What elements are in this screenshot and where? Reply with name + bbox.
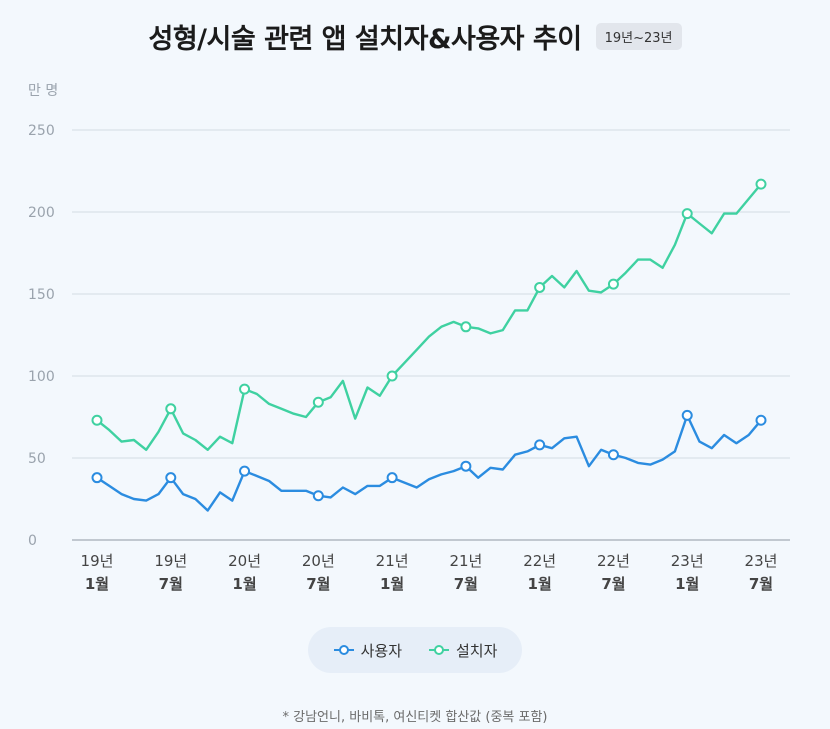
y-axis-unit-label: 만 명 [28,83,59,99]
installers-data-point [460,321,472,333]
users-data-point [386,472,398,484]
x-tick-label-month: 7월 [159,575,183,593]
x-tick-label-year: 21년 [376,552,409,570]
users-legend-marker-icon [333,645,354,655]
users-data-point [239,465,251,477]
y-tick-label: 200 [28,205,55,221]
chart-legend: 사용자 설치자 [308,627,522,673]
x-tick-label-month: 7월 [306,575,330,593]
chart-title: 성형/시술 관련 앱 설치자&사용자 추이 [148,23,582,55]
users-data-point [165,472,177,484]
footnote: * 강남언니, 바비톡, 여신티켓 합산값 (중복 포함) [282,710,548,725]
x-tick-label-month: 1월 [232,575,256,593]
installers-data-point [312,396,324,408]
installers-data-point [91,414,103,426]
x-tick-label-month: 7월 [749,575,773,593]
x-tick-label-year: 23년 [671,552,704,570]
legend-label-users: 사용자 [360,641,402,660]
installers-data-point [681,208,693,220]
chart-header: 성형/시술 관련 앱 설치자&사용자 추이 19년~23년 [0,14,830,58]
installers-series-line [95,182,763,451]
installers-data-point [607,278,619,290]
x-tick-label-month: 1월 [380,575,404,593]
installers-data-point [386,370,398,382]
y-tick-label: 100 [28,369,55,385]
legend-item-users[interactable]: 사용자 [333,640,402,661]
x-tick-label-year: 21년 [449,552,482,570]
x-tick-label-month: 1월 [675,575,699,593]
users-data-point [607,449,619,461]
users-series-line [95,414,763,512]
x-tick-label-year: 19년 [154,552,187,570]
legend-label-installers: 설치자 [456,641,498,660]
installers-legend-marker-icon [429,645,449,655]
users-data-point [91,472,103,484]
installers-data-point [534,281,546,293]
x-tick-label-month: 1월 [85,575,109,593]
x-tick-label-month: 7월 [454,575,478,593]
x-tick-label-year: 20년 [228,552,261,570]
users-data-point [312,490,324,502]
users-data-point [681,409,693,421]
y-tick-label: 250 [28,123,55,139]
y-tick-label: 50 [28,451,46,467]
users-data-point [460,460,472,472]
installers-data-point [165,403,177,415]
x-tick-label-year: 23년 [745,552,778,570]
x-tick-label-year: 22년 [523,552,556,570]
x-tick-label-month: 1월 [528,575,552,593]
x-tick-label-year: 22년 [597,552,630,570]
y-tick-label: 150 [28,287,55,303]
users-data-point [534,439,546,451]
period-badge: 19년~23년 [595,22,682,50]
x-tick-label-year: 20년 [302,552,335,570]
installers-data-point [239,383,251,395]
legend-item-installers[interactable]: 설치자 [428,640,497,661]
x-tick-label-month: 7월 [601,575,625,593]
users-data-point [755,414,767,426]
x-tick-label-year: 19년 [81,552,114,570]
installers-data-point [755,178,767,190]
y-tick-label: 0 [28,533,37,549]
